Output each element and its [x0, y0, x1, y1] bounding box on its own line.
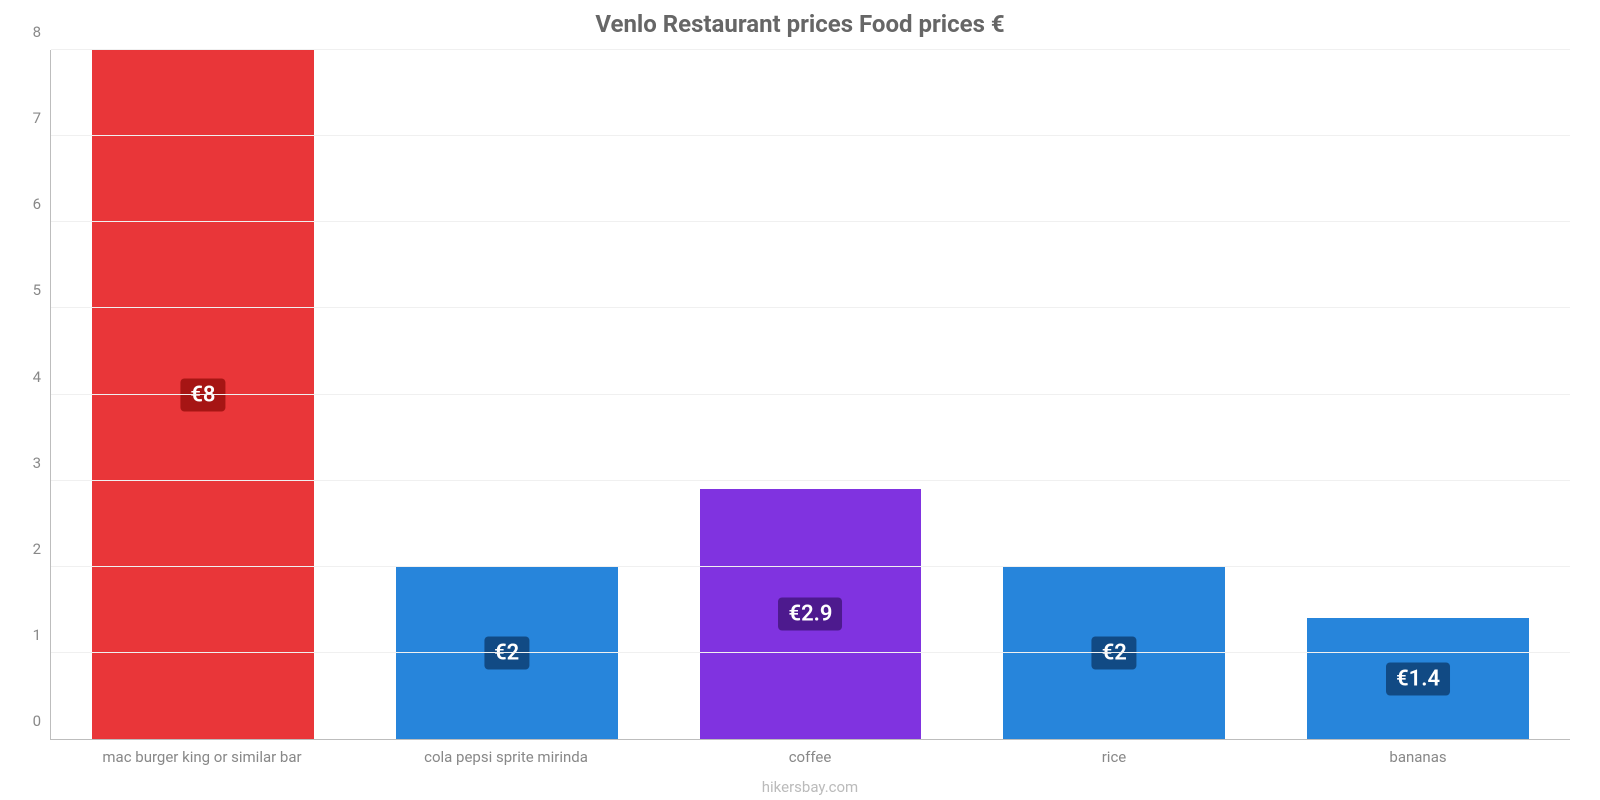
- bar-slot: €1.4: [1266, 50, 1570, 739]
- bar-value-label: €1.4: [1386, 662, 1450, 695]
- y-tick-label: 4: [33, 368, 51, 386]
- grid-line: [51, 221, 1570, 222]
- bar-value-label: €2: [484, 636, 529, 669]
- y-tick-label: 1: [33, 626, 51, 644]
- y-tick-label: 2: [33, 540, 51, 558]
- bar: €2.9: [700, 489, 922, 739]
- x-tick-label: cola pepsi sprite mirinda: [354, 742, 658, 770]
- bar-slot: €2.9: [659, 50, 963, 739]
- x-tick-label: bananas: [1266, 742, 1570, 770]
- bars-row: €8 €2 €2.9 €2 €1.4: [51, 50, 1570, 739]
- y-tick-label: 3: [33, 454, 51, 472]
- grid-line: [51, 394, 1570, 395]
- grid-line: [51, 480, 1570, 481]
- bar-slot: €8: [51, 50, 355, 739]
- bar: €8: [92, 50, 314, 739]
- y-tick-label: 7: [33, 109, 51, 127]
- x-tick-label: coffee: [658, 742, 962, 770]
- grid-line: [51, 307, 1570, 308]
- attribution: hikersbay.com: [50, 778, 1570, 796]
- plot-wrap: €8€2€2.9€2€1.4 012345678 mac burger king…: [50, 50, 1570, 800]
- bar-value-label: €2.9: [779, 598, 843, 631]
- bar-value-label: €8: [180, 378, 225, 411]
- bar: €2: [396, 567, 618, 739]
- grid-line: [51, 135, 1570, 136]
- bar-slot: €2: [355, 50, 659, 739]
- chart-title: Venlo Restaurant prices Food prices €: [0, 0, 1600, 50]
- y-tick-label: 8: [33, 23, 51, 41]
- x-axis-labels: mac burger king or similar barcola pepsi…: [50, 742, 1570, 770]
- y-tick-label: 6: [33, 195, 51, 213]
- x-tick-label: rice: [962, 742, 1266, 770]
- bar: €1.4: [1307, 618, 1529, 739]
- chart-container: Venlo Restaurant prices Food prices € €8…: [0, 0, 1600, 800]
- bar-slot: €2: [962, 50, 1266, 739]
- y-tick-label: 0: [33, 712, 51, 730]
- x-tick-label: mac burger king or similar bar: [50, 742, 354, 770]
- y-tick-label: 5: [33, 281, 51, 299]
- grid-line: [51, 566, 1570, 567]
- plot-area: €8€2€2.9€2€1.4 012345678: [50, 50, 1570, 740]
- bar-value-label: €2: [1092, 636, 1137, 669]
- grid-line: [51, 652, 1570, 653]
- bar: €2: [1003, 567, 1225, 739]
- grid-line: [51, 49, 1570, 50]
